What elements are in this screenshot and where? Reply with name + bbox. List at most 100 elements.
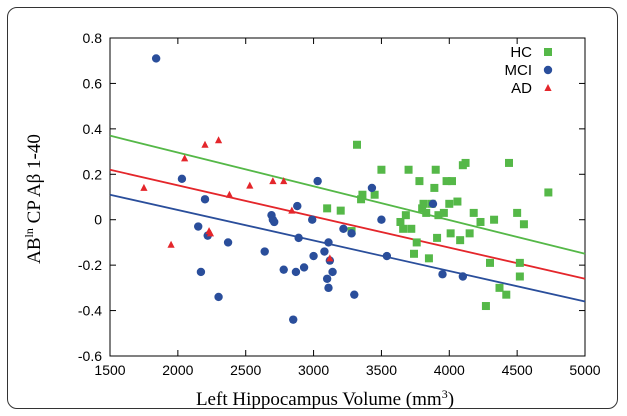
y-tick-label: -0.4 xyxy=(78,303,102,319)
x-tick-label: 2000 xyxy=(162,362,193,378)
point-hc xyxy=(357,195,366,204)
point-hc xyxy=(502,290,511,299)
point-ad xyxy=(246,181,254,189)
point-mci xyxy=(458,272,468,281)
point-hc xyxy=(336,206,345,215)
point-ad xyxy=(225,190,234,198)
point-mci xyxy=(214,292,223,302)
point-hc xyxy=(513,208,522,217)
point-mci xyxy=(382,251,392,261)
point-ad xyxy=(167,240,175,248)
point-ad xyxy=(201,140,209,148)
point-mci xyxy=(324,283,333,293)
point-hc xyxy=(442,177,451,186)
point-hc xyxy=(515,272,524,281)
chart-frame xyxy=(7,7,618,409)
point-hc xyxy=(453,197,462,206)
point-mci xyxy=(313,176,322,186)
point-mci xyxy=(308,215,317,224)
point-hc xyxy=(431,165,440,174)
x-axis-label: Left Hippocampus Volume (mm3) xyxy=(196,387,454,410)
point-mci xyxy=(438,270,447,279)
point-hc xyxy=(396,217,405,226)
point-mci xyxy=(289,315,298,324)
x-tick-label: 5000 xyxy=(569,362,600,378)
point-hc xyxy=(404,165,413,174)
points-layer xyxy=(109,54,586,324)
point-hc xyxy=(456,236,465,245)
fit-line-ad xyxy=(109,168,586,280)
point-mci xyxy=(299,263,309,272)
point-mci xyxy=(200,195,210,204)
point-hc xyxy=(519,220,528,229)
point-hc xyxy=(353,140,361,149)
point-mci xyxy=(322,274,332,283)
point-hc xyxy=(410,249,418,258)
point-mci xyxy=(196,267,206,277)
point-hc xyxy=(401,211,410,220)
y-tick-label: -0.6 xyxy=(78,348,102,364)
legend-marker-ad xyxy=(544,84,552,91)
point-hc xyxy=(476,217,485,226)
fit-line-hc xyxy=(109,134,586,255)
point-mci xyxy=(291,267,301,277)
y-tick-label: 0.8 xyxy=(83,30,103,46)
point-hc xyxy=(481,302,490,311)
y-axis-label: ABln CP Aβ 1-40 xyxy=(22,134,45,264)
point-hc xyxy=(419,199,428,208)
point-mci xyxy=(279,265,288,274)
point-hc xyxy=(323,204,332,213)
x-tick-label: 2500 xyxy=(230,362,261,378)
point-hc xyxy=(422,208,431,217)
point-hc xyxy=(377,165,386,174)
legend-marker-hc xyxy=(544,48,552,56)
y-tick-label: 0.4 xyxy=(83,121,103,137)
x-tick-label: 4500 xyxy=(502,362,533,378)
point-hc xyxy=(433,233,442,242)
legend-label-hc: HC xyxy=(510,44,532,61)
legend-label-ad: AD xyxy=(511,80,532,97)
point-mci xyxy=(293,201,302,211)
point-ad xyxy=(280,177,288,185)
plot-border xyxy=(109,37,586,357)
point-mci xyxy=(347,229,356,238)
point-mci xyxy=(260,247,269,256)
point-mci xyxy=(377,215,386,224)
point-ad xyxy=(214,136,223,144)
point-hc xyxy=(418,204,427,213)
point-hc xyxy=(544,188,553,197)
point-hc xyxy=(446,229,455,238)
point-hc xyxy=(415,177,424,186)
point-hc xyxy=(515,258,524,267)
point-ad xyxy=(326,254,334,262)
point-ad xyxy=(206,229,215,237)
point-mci xyxy=(328,267,337,277)
x-tick-label: 3500 xyxy=(366,362,397,378)
point-mci xyxy=(320,247,329,256)
point-hc xyxy=(495,283,504,292)
point-ad xyxy=(269,177,277,185)
point-mci xyxy=(177,174,187,184)
point-hc xyxy=(448,177,456,186)
point-ad xyxy=(181,154,189,162)
plot-layer: 1500 2000 2500 3000 3500 4000 4500 5000 -0.6 -0.4… xyxy=(78,30,601,378)
point-hc xyxy=(490,215,499,224)
x-tick-label: 1500 xyxy=(94,362,125,378)
y-tick-label: -0.2 xyxy=(78,257,102,273)
point-mci xyxy=(339,224,348,233)
point-hc xyxy=(370,190,379,199)
point-hc xyxy=(434,211,443,220)
fit-line-mci xyxy=(109,193,586,303)
x-tick-label: 4000 xyxy=(434,362,465,378)
point-mci xyxy=(223,238,233,247)
point-mci xyxy=(194,222,203,231)
point-mci xyxy=(428,199,438,209)
point-hc xyxy=(445,199,454,208)
point-ad xyxy=(140,183,148,191)
point-hc xyxy=(469,208,478,217)
point-hc xyxy=(399,224,408,233)
point-mci xyxy=(151,54,161,63)
point-hc xyxy=(424,254,433,263)
